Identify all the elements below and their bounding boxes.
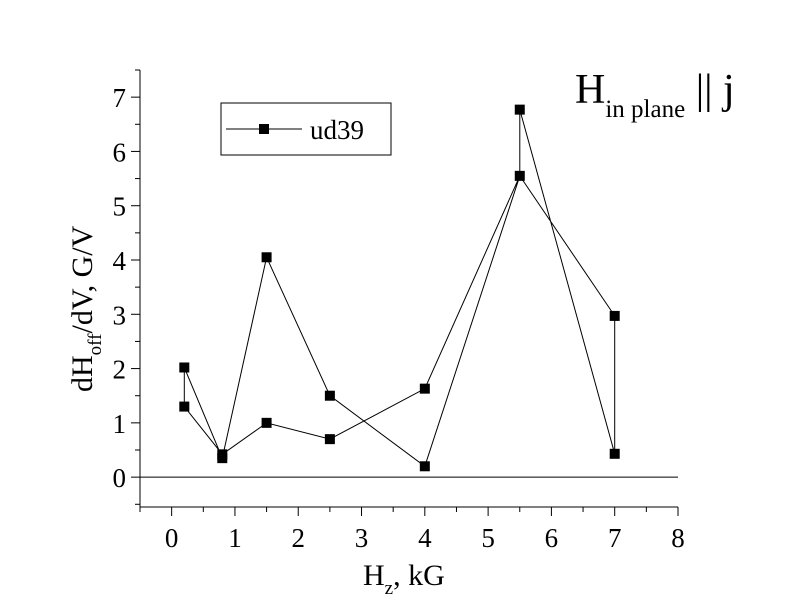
x-axis-label-sub: z: [385, 578, 393, 599]
data-point: [609, 448, 620, 459]
x-tick-label: 0: [165, 523, 179, 553]
x-axis-label-main: H: [363, 559, 385, 592]
x-axis-label: Hz, kG: [363, 559, 445, 599]
y-tick-label: 4: [113, 246, 127, 276]
axes: 0 1 2 3 4 5 6 7 8 0 1 2 3 4 5 6 7: [113, 69, 685, 553]
data-point: [324, 434, 335, 445]
data-point: [419, 383, 430, 394]
x-tick-label: 8: [671, 523, 685, 553]
legend: ud39: [220, 102, 392, 156]
y-axis-label-rest: /dV, G/V: [66, 225, 99, 333]
x-tick-label: 4: [418, 523, 432, 553]
y-tick-label: 6: [113, 137, 127, 167]
y-tick-label: 5: [113, 192, 127, 222]
title-main: H: [575, 67, 605, 113]
y-tick-label: 0: [113, 463, 127, 493]
series-layer: [179, 104, 620, 472]
data-point: [217, 449, 228, 460]
chart-title: Hin plane || j: [575, 67, 735, 123]
legend-label: ud39: [310, 115, 364, 145]
y-axis-label-main: dH: [66, 355, 99, 392]
data-point: [324, 390, 335, 401]
x-tick-label: 7: [608, 523, 622, 553]
data-point: [514, 170, 525, 181]
y-tick-label: 1: [113, 409, 127, 439]
data-point: [179, 362, 190, 373]
title-sub: in plane: [605, 96, 685, 123]
series-line: [183, 109, 616, 468]
x-tick-label: 5: [481, 523, 495, 553]
title-rest: || j: [685, 67, 735, 113]
y-tick-label: 7: [113, 83, 127, 113]
x-tick-label: 6: [545, 523, 559, 553]
data-point: [179, 401, 190, 412]
x-tick-label: 1: [228, 523, 242, 553]
x-tick-label: 3: [355, 523, 369, 553]
x-tick-label: 2: [291, 523, 305, 553]
data-point: [261, 252, 272, 263]
y-tick-label: 2: [113, 355, 127, 385]
legend-marker: [259, 124, 269, 134]
y-axis-label: dHoff/dV, G/V: [66, 225, 106, 392]
data-point: [514, 104, 525, 115]
y-tick-label: 3: [113, 300, 127, 330]
data-point: [419, 461, 430, 472]
data-point: [609, 310, 620, 321]
y-axis-label-sub: off: [85, 333, 106, 355]
x-axis-label-rest: , kG: [393, 559, 445, 592]
data-point: [261, 417, 272, 428]
